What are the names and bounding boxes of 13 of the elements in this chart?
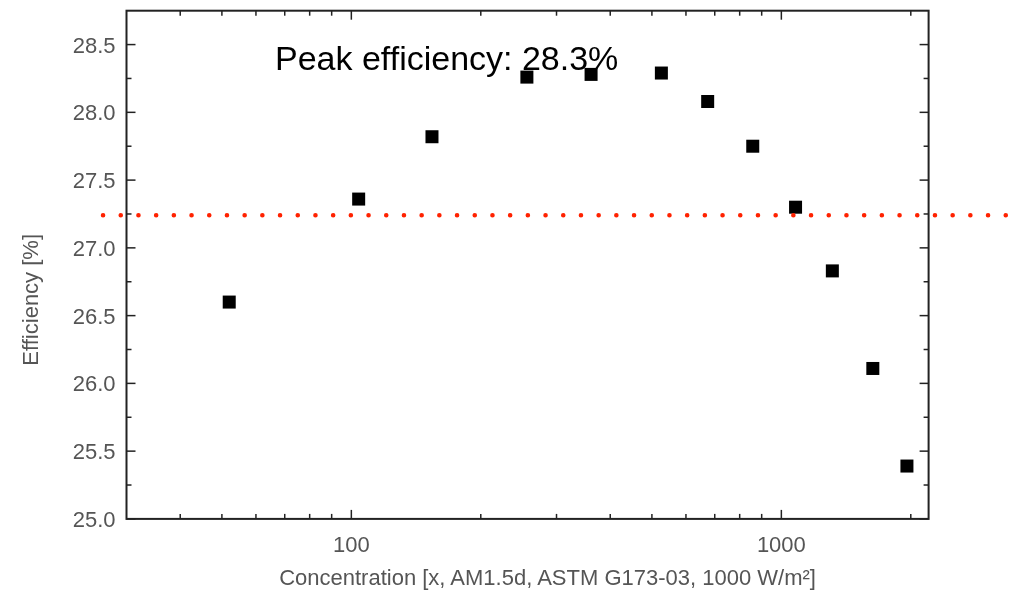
y-tick-label: 25.0: [72, 506, 116, 532]
x-axis-title: Concentration [x, AM1.5d, ASTM G173-03, 1000 W/m²]: [279, 565, 816, 590]
y-tick-label: 25.5: [72, 439, 116, 465]
x-tick-label: 100: [332, 531, 370, 557]
y-tick-label: 26.5: [72, 303, 116, 329]
y-axis-title: Efficiency [%]: [18, 233, 43, 366]
y-tick-label: 26.0: [72, 371, 116, 397]
x-tick-label: 1000: [756, 531, 806, 557]
y-tick-label: 27.5: [72, 168, 116, 194]
y-tick-label: 27.0: [72, 235, 116, 261]
y-tick-label: 28.5: [72, 32, 116, 58]
annotation: Peak efficiency: 28.3%: [275, 39, 619, 77]
y-tick-label: 28.0: [72, 100, 116, 126]
